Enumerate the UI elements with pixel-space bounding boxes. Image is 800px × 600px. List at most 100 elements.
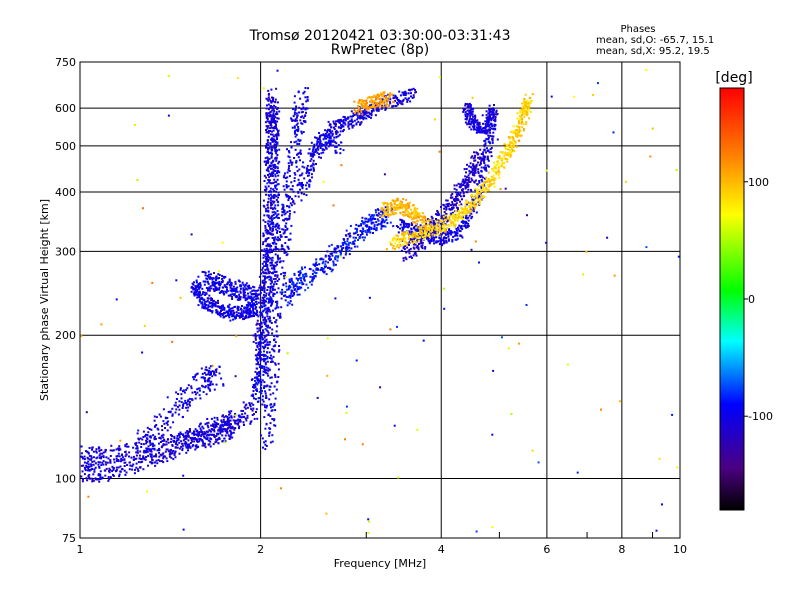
echo-point <box>266 326 269 329</box>
echo-point <box>236 307 239 310</box>
echo-point <box>417 229 420 232</box>
echo-point <box>302 274 304 277</box>
echo-point <box>415 236 418 239</box>
echo-point <box>466 179 469 181</box>
echo-point <box>264 320 267 323</box>
echo-point <box>201 287 204 290</box>
echo-point <box>375 228 378 231</box>
echo-point <box>404 90 407 93</box>
echo-point <box>281 208 284 211</box>
echo-point <box>100 455 103 458</box>
echo-point <box>83 466 86 469</box>
echo-point <box>450 233 453 236</box>
echo-point <box>247 303 250 306</box>
echo-point <box>266 243 269 246</box>
echo-point <box>310 158 313 161</box>
echo-point <box>123 465 126 467</box>
echo-point <box>270 151 273 154</box>
echo-point <box>124 473 127 476</box>
echo-point <box>213 284 216 287</box>
echo-point <box>266 355 269 358</box>
echo-point <box>272 288 274 291</box>
echo-point <box>131 465 134 468</box>
echo-point <box>273 145 276 148</box>
echo-point <box>388 100 391 103</box>
echo-point <box>489 126 492 129</box>
echo-point <box>480 185 483 188</box>
echo-point <box>272 195 275 198</box>
echo-point <box>328 141 331 144</box>
echo-point <box>210 428 213 430</box>
echo-point <box>320 142 323 145</box>
echo-point <box>196 281 198 284</box>
echo-point <box>228 279 231 282</box>
echo-point <box>404 233 406 236</box>
echo-point <box>245 307 248 310</box>
echo-point <box>259 284 262 287</box>
echo-point <box>437 229 440 232</box>
echo-point <box>135 462 138 465</box>
echo-point <box>272 181 275 184</box>
echo-point <box>254 337 257 340</box>
echo-point <box>298 181 301 184</box>
echo-point <box>268 166 271 169</box>
echo-point <box>426 236 429 238</box>
echo-point <box>414 231 417 234</box>
echo-point <box>273 339 275 342</box>
echo-point <box>177 432 180 435</box>
echo-point <box>287 238 290 241</box>
echo-point <box>178 452 181 455</box>
echo-point <box>327 145 330 148</box>
echo-point <box>470 128 473 131</box>
echo-point <box>492 115 495 118</box>
echo-point <box>451 240 454 243</box>
echo-point <box>476 183 479 186</box>
echo-point <box>162 457 165 460</box>
echo-point <box>264 406 266 409</box>
echo-point <box>317 141 320 143</box>
echo-point <box>372 221 375 224</box>
echo-point <box>266 168 269 171</box>
echo-point <box>343 241 346 244</box>
echo-point <box>261 289 263 292</box>
echo-point <box>87 460 90 463</box>
echo-point <box>256 377 259 380</box>
echo-point <box>487 121 490 124</box>
echo-point <box>334 256 336 259</box>
echo-point <box>289 202 292 205</box>
echo-point <box>272 188 275 191</box>
echo-point <box>347 117 350 120</box>
echo-point <box>243 406 246 409</box>
echo-point <box>490 151 493 154</box>
echo-point <box>209 384 212 387</box>
echo-point <box>469 117 472 120</box>
echo-point <box>481 176 484 179</box>
echo-point <box>343 116 346 118</box>
echo-point <box>427 228 430 231</box>
echo-point <box>483 168 486 171</box>
echo-point <box>263 367 266 370</box>
echo-point <box>352 112 355 115</box>
echo-point <box>228 413 230 416</box>
echo-point <box>92 463 95 466</box>
echo-point <box>427 239 430 242</box>
echo-point <box>336 256 339 259</box>
echo-point <box>425 234 428 237</box>
echo-point <box>454 200 456 202</box>
echo-point <box>430 215 433 218</box>
echo-point <box>262 275 265 278</box>
echo-point <box>399 218 402 221</box>
echo-point <box>162 461 165 464</box>
echo-point <box>418 237 421 240</box>
echo-point <box>267 200 270 203</box>
echo-point <box>405 258 408 261</box>
echo-point <box>277 162 280 165</box>
echo-point <box>287 167 290 170</box>
echo-point <box>276 117 279 120</box>
echo-point <box>209 445 212 448</box>
echo-point <box>400 219 403 222</box>
echo-point <box>204 303 207 306</box>
echo-point <box>400 249 403 252</box>
echo-point <box>216 416 219 419</box>
echo-point <box>495 111 498 114</box>
